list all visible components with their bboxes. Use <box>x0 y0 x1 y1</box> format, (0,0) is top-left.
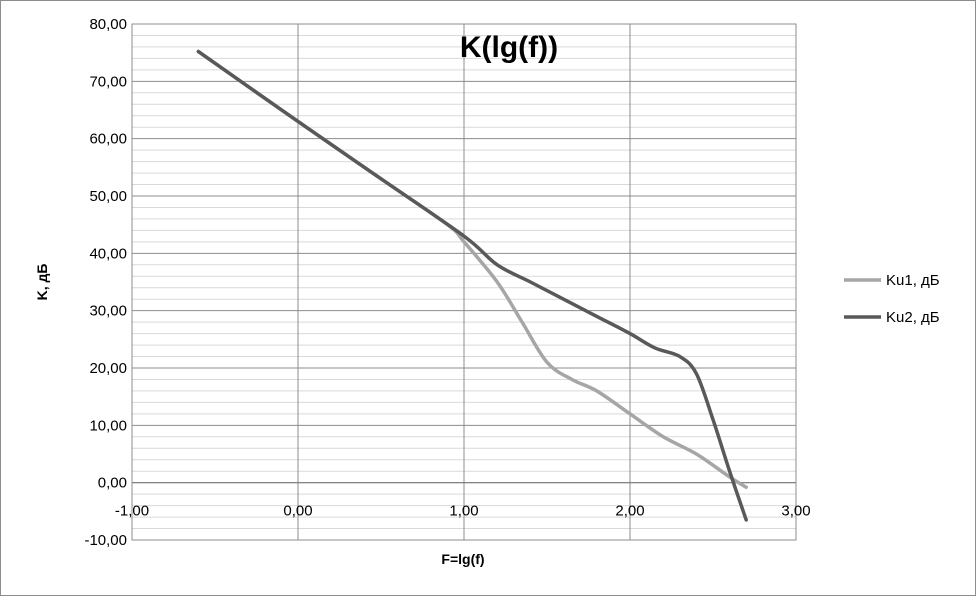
x-tick-label: 1,00 <box>449 503 478 520</box>
y-tick-label: 20,00 <box>89 360 127 377</box>
y-tick-label: 0,00 <box>98 475 127 492</box>
y-tick-label: 10,00 <box>89 417 127 434</box>
y-tick-label: 60,00 <box>89 131 127 148</box>
legend-label-2: Ku2, дБ <box>886 309 940 326</box>
series-line-1 <box>196 49 748 490</box>
y-tick-label: -10,00 <box>84 532 127 549</box>
x-tick-label: 3,00 <box>781 503 810 520</box>
major-gridlines <box>131 23 797 541</box>
series-lines <box>196 49 748 522</box>
series-line-2 <box>196 49 748 522</box>
x-tick-label: 2,00 <box>615 503 644 520</box>
y-tick-label: 30,00 <box>89 303 127 320</box>
legend: Ku1, дБ Ku2, дБ <box>844 272 940 326</box>
x-axis-title: F=lg(f) <box>441 551 484 567</box>
y-tick-label: 80,00 <box>89 16 127 33</box>
y-tick-label: 40,00 <box>89 245 127 262</box>
y-tick-label: 70,00 <box>89 73 127 90</box>
x-axis-tick-labels: -1,00 0,00 1,00 2,00 3,00 <box>115 503 811 520</box>
x-tick-label: -1,00 <box>115 503 149 520</box>
plot-area-border <box>131 23 797 541</box>
x-tick-label: 0,00 <box>283 503 312 520</box>
y-axis-tick-labels: 80,00 70,00 60,00 50,00 40,00 30,00 20,00 10,00… <box>84 16 127 549</box>
y-axis-title: K, дБ <box>34 264 50 301</box>
y-tick-label: 50,00 <box>89 188 127 205</box>
legend-label-1: Ku1, дБ <box>886 272 940 289</box>
chart-title: K(lg(f)) <box>460 31 558 64</box>
